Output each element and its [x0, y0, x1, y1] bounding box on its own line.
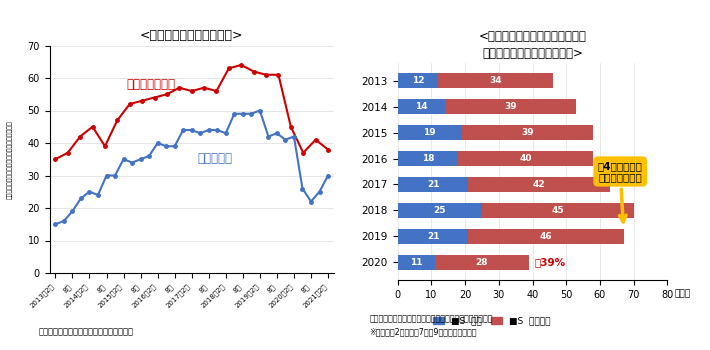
- Text: 11: 11: [410, 258, 422, 267]
- Bar: [482, 203, 634, 218]
- Title: <常用労働者の過不足状況>: <常用労働者の過不足状況>: [140, 29, 244, 42]
- Text: 12: 12: [412, 76, 424, 85]
- Text: 出典：全日本トラック協会「トラック運送業界の景況感」
※各年の第2四半期（7月～9月）の数値を掲載: 出典：全日本トラック協会「トラック運送業界の景況感」 ※各年の第2四半期（7月～…: [369, 315, 493, 336]
- Text: 28: 28: [476, 258, 488, 267]
- Bar: [398, 125, 462, 140]
- Bar: [398, 73, 438, 89]
- Text: 調査産業計: 調査産業計: [197, 153, 232, 166]
- Text: 計39%: 計39%: [534, 257, 565, 267]
- Bar: [398, 99, 444, 114]
- Text: （％）: （％）: [674, 289, 690, 298]
- Text: 14: 14: [415, 102, 427, 111]
- Text: 25: 25: [434, 206, 446, 215]
- Bar: [469, 229, 623, 244]
- Bar: [398, 229, 469, 244]
- Legend: ■S  不足, ■S  やや不足: ■S 不足, ■S やや不足: [430, 313, 555, 329]
- Bar: [398, 254, 435, 270]
- Text: 出典：厚生労働省「労働力経済動向調査」: 出典：厚生労働省「労働力経済動向調査」: [39, 327, 134, 336]
- Bar: [438, 73, 553, 89]
- Text: 21: 21: [427, 180, 439, 189]
- Bar: [435, 254, 529, 270]
- Text: 19: 19: [423, 128, 436, 137]
- Text: 労働者が「不足」している事業所の割合（％）: 労働者が「不足」している事業所の割合（％）: [7, 120, 13, 199]
- Text: 39: 39: [504, 102, 517, 111]
- Text: 18: 18: [422, 154, 435, 163]
- Text: 21: 21: [427, 232, 439, 241]
- Text: 40: 40: [520, 154, 532, 163]
- Bar: [398, 177, 469, 192]
- Bar: [462, 125, 594, 140]
- Text: 34: 34: [489, 76, 502, 85]
- Bar: [398, 203, 482, 218]
- Text: 約4割の企業が
ドライバー不足: 約4割の企業が ドライバー不足: [598, 161, 643, 222]
- Text: 45: 45: [552, 206, 564, 215]
- Bar: [459, 151, 594, 166]
- Bar: [398, 151, 459, 166]
- Text: 42: 42: [533, 180, 545, 189]
- Bar: [469, 177, 610, 192]
- Title: <トラックドライバーが不足して
いると感じている企業の割合>: <トラックドライバーが不足して いると感じている企業の割合>: [479, 30, 586, 61]
- Text: 46: 46: [540, 232, 552, 241]
- Text: 39: 39: [521, 128, 534, 137]
- Bar: [444, 99, 577, 114]
- Text: 運輸業・郵便業: 運輸業・郵便業: [126, 78, 175, 91]
